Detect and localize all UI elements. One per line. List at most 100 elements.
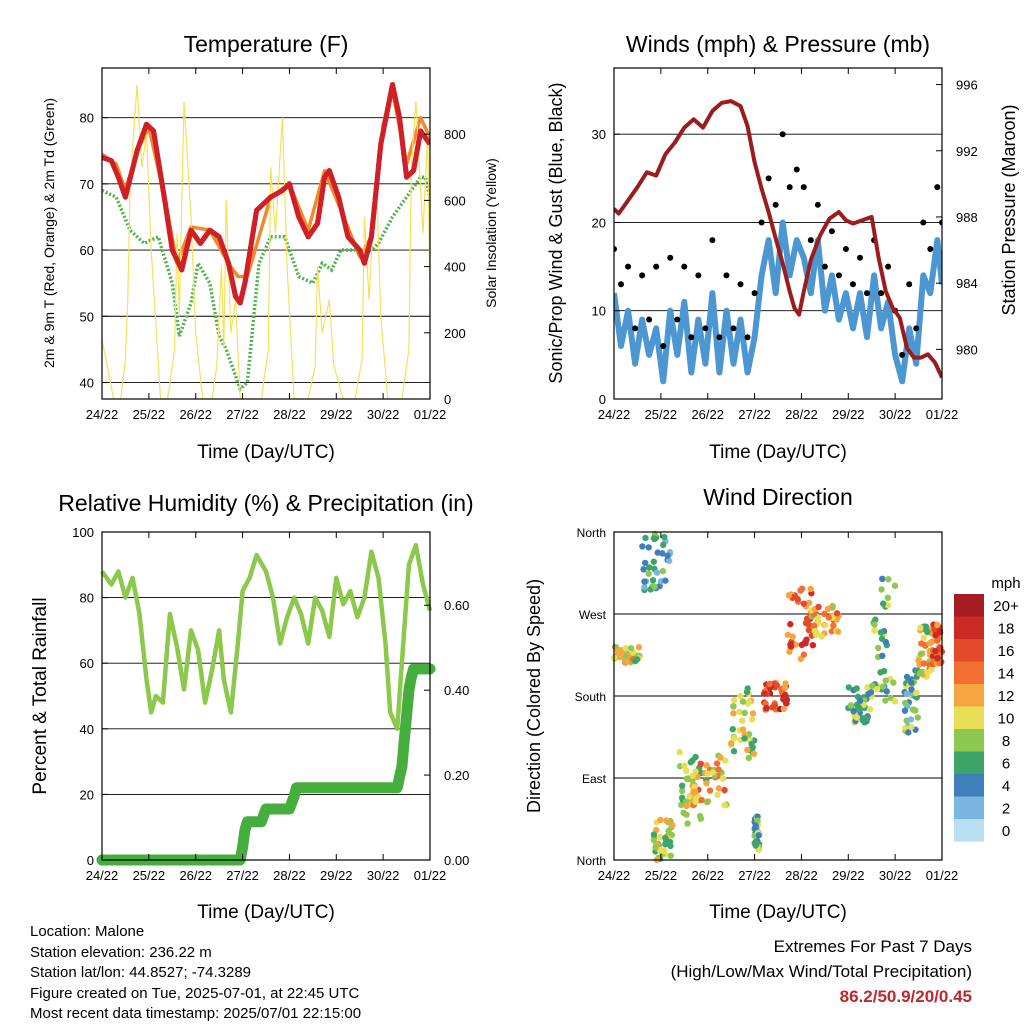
direction-point [704,770,711,777]
direction-point [786,648,793,655]
direction-point [741,735,748,742]
direction-point [715,766,722,773]
humidity-title: Relative Humidity (%) & Precipitation (i… [58,490,473,516]
precip-series [96,663,436,866]
gust-point [807,237,814,244]
direction-point [781,684,789,691]
direction-point [885,576,892,583]
gust-point [765,175,772,182]
direction-point [879,575,886,583]
humidity-xtick-label: 28/22 [273,868,306,883]
direction-point [763,704,770,712]
gust-point [758,219,765,226]
winds-ytick-label: 30 [592,127,606,142]
direction-point [698,796,705,804]
direction-point [920,660,928,667]
humidity-y2tick-label: 0.60 [444,598,469,613]
direction-point [883,688,890,695]
legend-label: 6 [1002,756,1010,773]
direction-point [766,680,773,688]
direction-point [697,760,704,768]
gust-point [899,351,906,358]
direction-point [739,726,747,733]
direction-point [884,594,892,601]
direction-point [663,836,670,844]
direction-point [642,534,649,542]
direction-point [736,708,743,716]
direction-point [802,640,809,647]
temperature-y2tick-label: 600 [444,193,466,208]
gust-point [857,254,863,261]
legend-label: 10 [998,711,1015,728]
direction-point [616,653,623,661]
direction-point [660,541,667,549]
location-text: Location: Malone [30,923,145,940]
direction-point [738,717,746,724]
winds-xlabel: Time (Day/UTC) [709,442,847,463]
direction-point [882,677,889,684]
direction-point [729,726,736,733]
direction-point [632,657,639,665]
gust-point [681,263,688,270]
direction-point [639,543,646,550]
humidity-xtick-label: 01/22 [414,868,447,883]
direction-point [754,817,761,824]
gust-point [906,281,913,288]
direction-point [721,786,728,794]
legend-swatch [954,729,984,752]
direction-point [730,710,737,717]
humidity-xtick-label: 29/22 [320,868,353,883]
winds-xtick-label: 30/22 [879,407,912,422]
direction-point [749,716,756,723]
direction-point [665,557,673,564]
gust-point [653,263,660,270]
humidity-ytick-label: 80 [80,591,94,606]
winds-xtick-label: 26/22 [691,407,724,422]
direction-point [912,689,920,697]
temperature-xtick-label: 28/22 [273,407,306,422]
legend-unit: mph [991,575,1020,592]
direction-point [641,559,649,567]
direction-point [901,707,909,714]
winds-ytick-label: 10 [592,304,606,319]
direction-point [709,769,717,776]
direction-point [800,651,808,658]
direction-point [689,772,696,779]
gust-point [646,316,653,323]
direction-point [651,583,658,590]
winds-title: Winds (mph) & Pressure (mb) [626,31,930,57]
direction-point [649,577,657,584]
extremes-subtitle: (High/Low/Max Wind/Total Precipitation) [670,962,972,981]
direction-point [917,650,925,658]
direction-point [882,697,889,704]
direction-point [878,586,885,593]
direction-point [650,836,658,844]
direction-point [731,697,738,704]
direction-ylabel-left: Direction (Colored By Speed) [524,579,544,813]
winds-ylabel-left: Sonic/Prop Wind & Gust (Blue, Black) [546,82,566,383]
direction-point [891,582,899,589]
direction-point [917,624,924,631]
direction-point [645,564,653,571]
direction-point [714,791,721,799]
direction-point [873,685,881,693]
recent-timestamp-text: Most recent data timestamp: 2025/07/01 2… [30,1005,362,1022]
direction-xtick-label: 27/22 [738,868,771,883]
legend-swatch [954,684,984,707]
temperature-xtick-label: 01/22 [414,407,447,422]
direction-point [744,746,751,754]
direction-point [706,787,714,794]
legend-swatch [954,639,984,662]
temperature-xtick-label: 29/22 [320,407,353,422]
direction-point [932,647,939,655]
direction-point [650,558,658,565]
direction-point [810,622,818,629]
direction-point [869,682,876,690]
direction-point [684,820,691,827]
humidity-y2tick-label: 0.00 [444,853,469,868]
direction-point [737,692,744,700]
direction-xtick-label: 26/22 [691,868,724,883]
direction-point [750,750,758,757]
direction-point [741,709,748,717]
humidity-y2tick-label: 0.40 [444,683,469,698]
